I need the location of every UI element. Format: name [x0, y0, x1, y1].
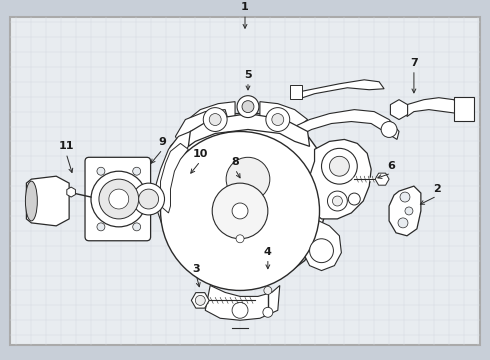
- Circle shape: [272, 114, 284, 126]
- Text: 9: 9: [159, 138, 167, 147]
- Circle shape: [400, 192, 410, 202]
- Circle shape: [381, 122, 397, 138]
- Circle shape: [236, 235, 244, 243]
- Polygon shape: [260, 102, 308, 130]
- Circle shape: [310, 239, 333, 263]
- Circle shape: [321, 148, 357, 184]
- Circle shape: [109, 189, 129, 209]
- Text: 1: 1: [241, 2, 249, 12]
- Circle shape: [133, 223, 141, 231]
- Text: 2: 2: [433, 184, 441, 194]
- Circle shape: [161, 131, 319, 291]
- Text: 3: 3: [193, 264, 200, 274]
- Circle shape: [226, 157, 270, 201]
- Polygon shape: [175, 109, 228, 147]
- Circle shape: [133, 183, 165, 215]
- Circle shape: [133, 167, 141, 175]
- Text: 10: 10: [193, 149, 208, 159]
- Circle shape: [264, 287, 272, 294]
- FancyBboxPatch shape: [85, 157, 150, 241]
- Circle shape: [329, 156, 349, 176]
- Text: 4: 4: [264, 247, 272, 257]
- Text: 5: 5: [244, 70, 252, 80]
- Circle shape: [232, 203, 248, 219]
- Circle shape: [332, 196, 343, 206]
- Circle shape: [327, 191, 347, 211]
- Polygon shape: [407, 98, 461, 117]
- Circle shape: [263, 307, 273, 317]
- Polygon shape: [300, 80, 384, 99]
- Circle shape: [266, 108, 290, 131]
- Circle shape: [398, 218, 408, 228]
- Circle shape: [232, 302, 248, 318]
- Bar: [290, 85, 302, 99]
- Circle shape: [139, 189, 159, 209]
- Ellipse shape: [25, 181, 37, 221]
- Circle shape: [91, 171, 147, 227]
- Text: 11: 11: [58, 141, 74, 151]
- Circle shape: [203, 108, 227, 131]
- Circle shape: [97, 223, 105, 231]
- Circle shape: [212, 183, 268, 239]
- Polygon shape: [305, 219, 342, 271]
- Polygon shape: [26, 176, 69, 226]
- Polygon shape: [161, 114, 327, 283]
- Polygon shape: [188, 114, 310, 147]
- Text: 8: 8: [231, 157, 239, 167]
- Bar: [454, 97, 473, 121]
- Polygon shape: [294, 109, 399, 139]
- Circle shape: [242, 101, 254, 113]
- Circle shape: [348, 193, 360, 205]
- Circle shape: [99, 179, 139, 219]
- Circle shape: [209, 114, 221, 126]
- Text: 7: 7: [410, 58, 418, 68]
- Circle shape: [213, 144, 283, 214]
- Circle shape: [97, 167, 105, 175]
- Circle shape: [237, 96, 259, 118]
- Circle shape: [405, 207, 413, 215]
- Polygon shape: [205, 285, 280, 320]
- Circle shape: [196, 296, 205, 305]
- Polygon shape: [389, 186, 421, 236]
- Polygon shape: [308, 139, 371, 219]
- Polygon shape: [161, 143, 188, 213]
- Text: 6: 6: [387, 161, 395, 171]
- Polygon shape: [156, 130, 200, 241]
- Polygon shape: [185, 102, 235, 134]
